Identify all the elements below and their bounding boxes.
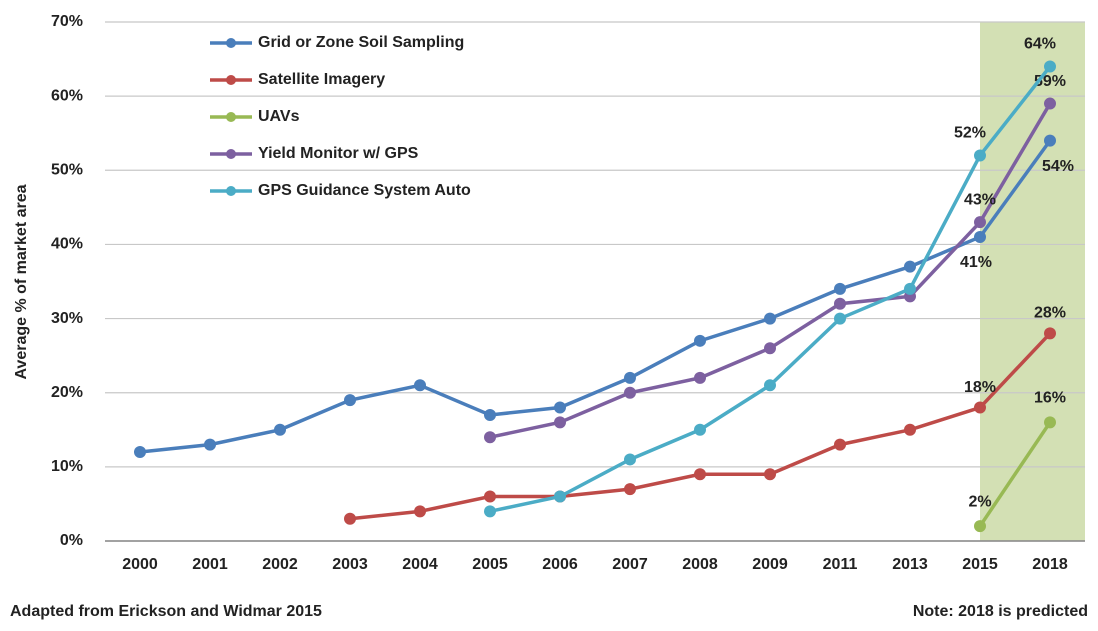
data-point (694, 468, 706, 481)
y-tick-label: 70% (51, 13, 83, 30)
data-label: 54% (1042, 158, 1074, 175)
data-point (974, 401, 986, 414)
legend-marker (226, 38, 236, 48)
data-point (974, 216, 986, 229)
data-label: 64% (1024, 36, 1056, 53)
data-point (904, 423, 916, 436)
data-point (274, 423, 286, 436)
legend-marker (226, 112, 236, 122)
data-label: 41% (960, 254, 992, 271)
data-point (694, 334, 706, 347)
data-label: 16% (1034, 390, 1066, 407)
data-label: 18% (964, 379, 996, 396)
x-tick-label: 2013 (892, 556, 928, 573)
data-point (344, 512, 356, 525)
x-tick-label: 2005 (472, 556, 508, 573)
x-tick-label: 2002 (262, 556, 298, 573)
legend-marker (226, 149, 236, 159)
data-label: 43% (964, 191, 996, 208)
data-point (834, 282, 846, 295)
y-tick-label: 30% (51, 310, 83, 327)
data-point (764, 342, 776, 355)
data-point (694, 423, 706, 436)
data-point (344, 394, 356, 407)
forecast-shade (980, 22, 1085, 541)
legend-label: GPS Guidance System Auto (258, 182, 471, 199)
x-tick-label: 2001 (192, 556, 228, 573)
data-point (904, 282, 916, 295)
series-line (139, 139, 1052, 454)
legend-label: Yield Monitor w/ GPS (258, 145, 419, 162)
legend-label: UAVs (258, 108, 300, 125)
data-point (694, 371, 706, 384)
footnote: Note: 2018 is predicted (913, 603, 1088, 620)
data-point (484, 505, 496, 518)
data-point (134, 446, 146, 459)
data-point (764, 312, 776, 325)
x-tick-label: 2003 (332, 556, 368, 573)
y-axis-label: Average % of market area (13, 184, 30, 379)
data-point (974, 149, 986, 162)
series-line (978, 421, 1052, 528)
data-point (1044, 327, 1056, 340)
x-tick-label: 2015 (962, 556, 998, 573)
data-point (624, 453, 636, 466)
data-point (834, 438, 846, 451)
y-tick-label: 40% (51, 236, 83, 253)
x-tick-label: 2008 (682, 556, 718, 573)
data-point (1044, 134, 1056, 147)
x-tick-label: 2004 (402, 556, 438, 573)
legend-marker (226, 186, 236, 196)
x-tick-label: 2000 (122, 556, 158, 573)
data-point (484, 408, 496, 421)
source-note: Adapted from Erickson and Widmar 2015 (10, 603, 322, 620)
x-tick-label: 2018 (1032, 556, 1068, 573)
data-label: 28% (1034, 305, 1066, 322)
y-tick-label: 0% (60, 532, 83, 549)
data-point (904, 260, 916, 273)
legend-label: Grid or Zone Soil Sampling (258, 34, 464, 51)
data-point (554, 401, 566, 414)
data-point (624, 371, 636, 384)
legend-label: Satellite Imagery (258, 71, 385, 88)
x-tick-label: 2009 (752, 556, 788, 573)
data-point (1044, 60, 1056, 73)
data-point (554, 490, 566, 503)
data-label: 2% (968, 493, 991, 510)
data-point (484, 431, 496, 444)
x-tick-label: 2011 (823, 556, 858, 573)
data-point (764, 468, 776, 481)
data-point (414, 505, 426, 518)
x-tick-label: 2007 (612, 556, 648, 573)
data-point (834, 312, 846, 325)
data-point (974, 231, 986, 244)
y-tick-label: 60% (51, 87, 83, 104)
legend-marker (226, 75, 236, 85)
data-point (1044, 97, 1056, 110)
y-tick-label: 50% (51, 162, 83, 179)
x-tick-label: 2006 (542, 556, 578, 573)
data-point (834, 297, 846, 310)
data-point (204, 438, 216, 451)
data-point (484, 490, 496, 503)
data-point (974, 520, 986, 533)
data-label: 52% (954, 125, 986, 142)
data-point (624, 483, 636, 496)
data-point (554, 416, 566, 429)
data-point (624, 386, 636, 399)
data-point (764, 379, 776, 392)
y-tick-label: 10% (51, 458, 83, 475)
data-point (414, 379, 426, 392)
y-tick-label: 20% (51, 384, 83, 401)
data-point (1044, 416, 1056, 429)
